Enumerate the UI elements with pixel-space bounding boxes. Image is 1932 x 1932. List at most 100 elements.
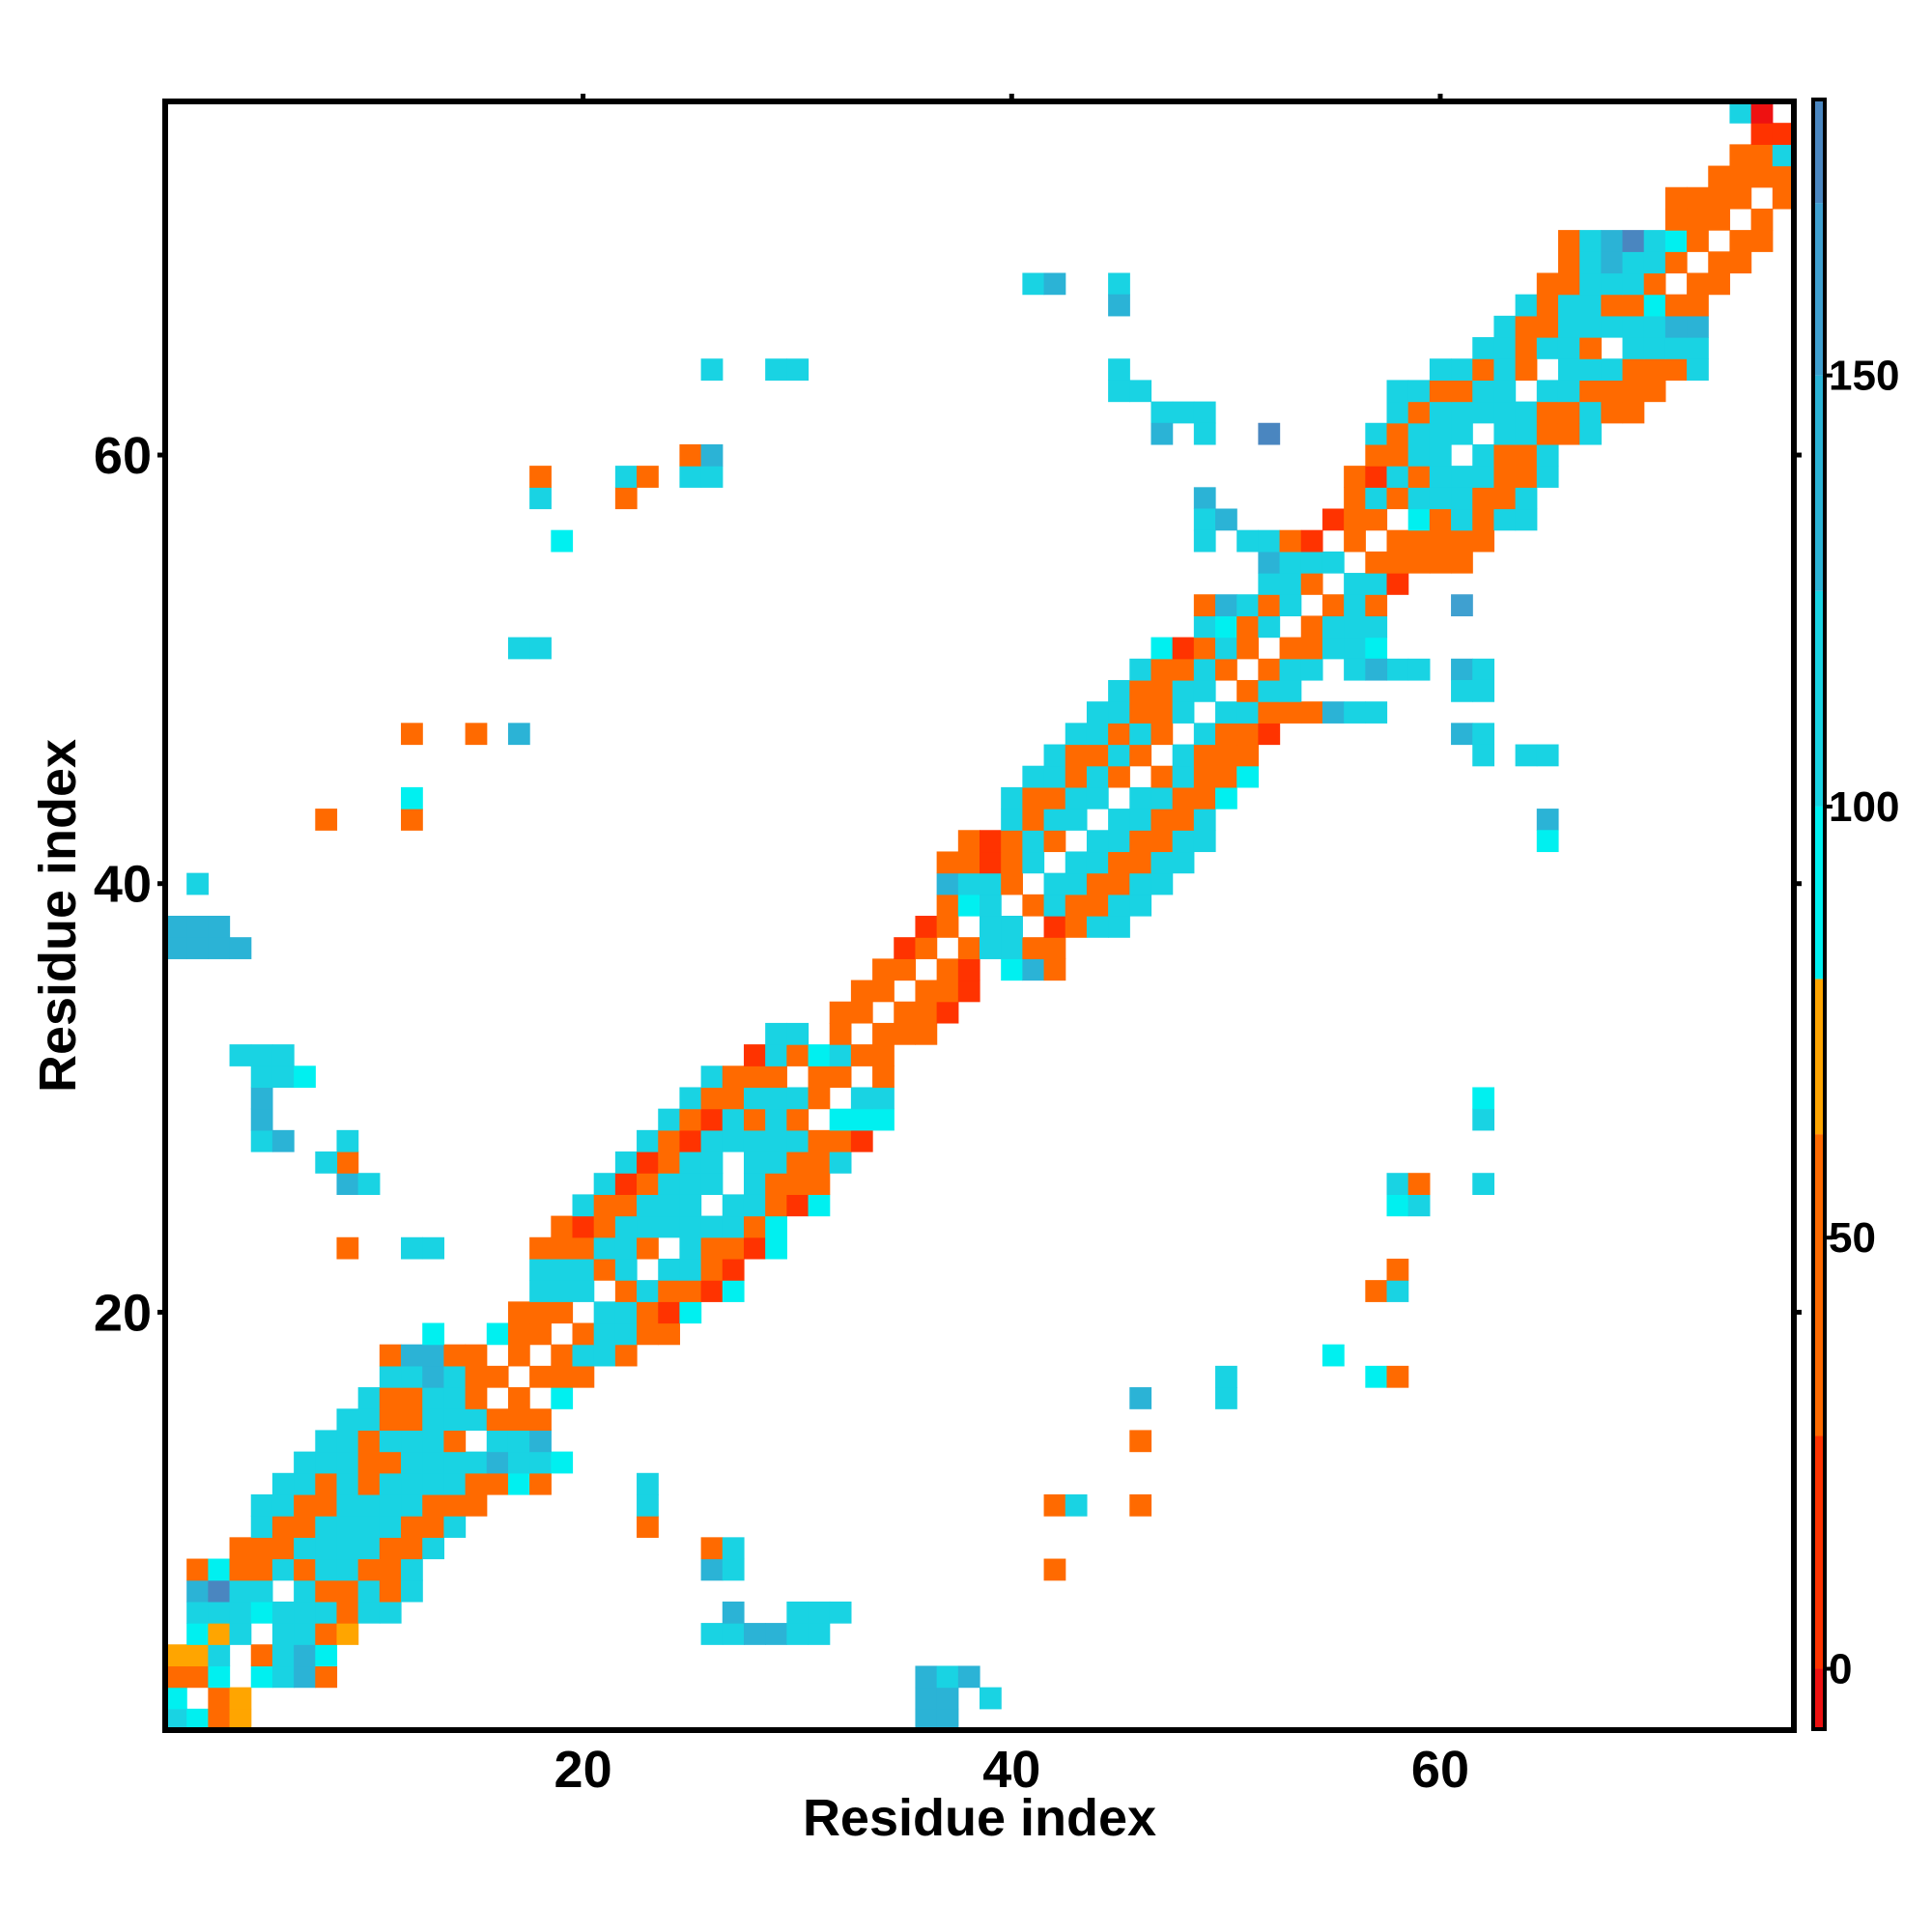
heatmap-cell: [186, 1644, 209, 1667]
heatmap-cell: [401, 809, 423, 831]
heatmap-cell: [507, 1322, 530, 1346]
heatmap-cell: [186, 1579, 209, 1603]
heatmap-cell: [1321, 594, 1345, 617]
heatmap-cell: [401, 1430, 423, 1453]
heatmap-cell: [679, 1194, 702, 1217]
heatmap-cell: [529, 1322, 552, 1346]
heatmap-cell: [1344, 594, 1366, 617]
heatmap-cell: [1622, 251, 1645, 274]
heatmap-cell: [1001, 872, 1023, 895]
heatmap-cell: [1557, 422, 1580, 445]
heatmap-cell: [1493, 508, 1517, 531]
heatmap-cell: [614, 1301, 638, 1324]
heatmap-cell: [551, 1280, 574, 1302]
heatmap-cell: [1365, 637, 1388, 660]
heatmap-cell: [186, 916, 209, 938]
heatmap-cell: [722, 1087, 745, 1110]
heatmap-cell: [443, 1430, 467, 1453]
heatmap-cell: [1108, 851, 1130, 874]
heatmap-cell: [743, 1151, 766, 1174]
heatmap-cell: [722, 1537, 745, 1560]
heatmap-cell: [1579, 401, 1602, 424]
heatmap-cell: [1386, 422, 1409, 445]
heatmap-cell: [872, 1022, 895, 1045]
heatmap-cell: [1129, 679, 1152, 702]
heatmap-cell: [1365, 594, 1388, 617]
heatmap-cell: [465, 1408, 488, 1432]
heatmap-cell: [829, 1065, 852, 1089]
heatmap-cell: [271, 1472, 295, 1495]
heatmap-cell: [229, 1708, 252, 1731]
colorbar-segment: [1813, 979, 1825, 1135]
heatmap-cell: [679, 1280, 702, 1302]
heatmap-cell: [443, 1365, 467, 1388]
heatmap-cell: [1236, 744, 1259, 767]
heatmap-cell: [1086, 765, 1109, 788]
heatmap-cell: [229, 1687, 252, 1710]
heatmap-cell: [1344, 573, 1366, 595]
heatmap-cell: [401, 1537, 423, 1560]
heatmap-cell: [294, 1472, 316, 1495]
colorbar-tick-label: 150: [1829, 353, 1899, 400]
heatmap-cell: [401, 1579, 423, 1603]
heatmap-cell: [1344, 508, 1366, 531]
heatmap-cell: [850, 980, 873, 1003]
heatmap-cell: [1472, 380, 1495, 403]
heatmap-cell: [529, 1258, 552, 1281]
heatmap-cell: [765, 1065, 787, 1089]
heatmap-cell: [1022, 830, 1045, 853]
heatmap-cell: [1129, 1387, 1152, 1409]
heatmap-cell: [1151, 765, 1174, 788]
heatmap-cell: [700, 1537, 724, 1560]
heatmap-cell: [829, 1151, 852, 1174]
heatmap-cell: [637, 1322, 659, 1346]
heatmap-cell: [808, 1151, 831, 1174]
heatmap-cell: [1601, 380, 1624, 403]
heatmap-cell: [1129, 1493, 1152, 1517]
heatmap-cell: [1300, 637, 1323, 660]
heatmap-cell: [336, 1623, 359, 1645]
heatmap-cell: [1429, 508, 1452, 531]
heatmap-cell: [271, 1623, 295, 1645]
heatmap-cell: [1407, 466, 1431, 488]
heatmap-cell: [1451, 529, 1473, 553]
heatmap-cell: [1601, 401, 1624, 424]
heatmap-cell: [1750, 123, 1774, 145]
heatmap-cell: [1043, 744, 1066, 767]
heatmap-cell: [1258, 723, 1281, 746]
heatmap-cell: [1622, 272, 1645, 296]
heatmap-cell: [422, 1322, 444, 1346]
heatmap-cell: [786, 1151, 810, 1174]
heatmap-cell: [1472, 401, 1495, 424]
heatmap-cell: [1086, 701, 1109, 724]
heatmap-cell: [1193, 723, 1216, 746]
heatmap-cell: [315, 1623, 338, 1645]
heatmap-cell: [700, 1065, 724, 1089]
heatmap-cell: [936, 872, 959, 895]
heatmap-cell: [637, 1493, 659, 1517]
heatmap-cell: [336, 1601, 359, 1624]
heatmap-cell: [765, 1129, 787, 1152]
heatmap-cell: [872, 1065, 895, 1089]
heatmap-cell: [186, 1708, 209, 1731]
heatmap-cell: [250, 1044, 273, 1066]
heatmap-cell: [271, 1493, 295, 1517]
heatmap-cell: [1365, 658, 1388, 681]
heatmap-cell: [551, 1301, 574, 1324]
heatmap-cell: [1687, 230, 1709, 252]
heatmap-cell: [637, 1151, 659, 1174]
heatmap-cell: [1043, 916, 1066, 938]
heatmap-cell: [700, 1108, 724, 1131]
heatmap-cell: [1386, 401, 1409, 424]
heatmap-cell: [1129, 894, 1152, 917]
heatmap-cell: [165, 1644, 187, 1667]
heatmap-cell: [551, 1344, 574, 1367]
heatmap-cell: [1236, 637, 1259, 660]
heatmap-cell: [1065, 894, 1088, 917]
heatmap-cell: [1215, 701, 1237, 724]
heatmap-cell: [572, 1258, 595, 1281]
heatmap-cell: [1300, 658, 1323, 681]
heatmap-cell: [915, 1708, 938, 1731]
heatmap-cell: [1129, 851, 1152, 874]
heatmap-cell: [786, 1601, 810, 1624]
